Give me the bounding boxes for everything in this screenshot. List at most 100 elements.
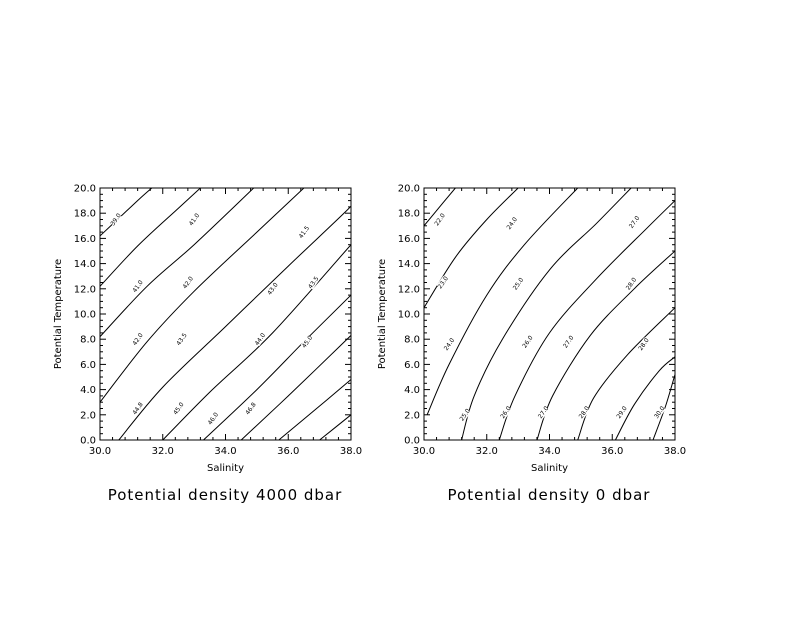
x-tick-label: 30.0: [89, 446, 111, 457]
contour-label-background: [244, 401, 257, 416]
contour-line: [278, 379, 351, 440]
contour-label-background: [436, 275, 450, 290]
contour-label-background: [521, 334, 534, 349]
contour-line: [240, 335, 351, 440]
y-axis-title: Potential Temperature: [53, 259, 64, 369]
contour-label: 23.0: [437, 275, 451, 290]
contour-label-background: [131, 332, 144, 347]
x-tick-label: 38.0: [340, 446, 362, 457]
y-tick-label: 8.0: [404, 335, 420, 346]
contour-line: [461, 188, 632, 440]
contour-label: 45.0: [301, 334, 315, 349]
contour-label-background: [266, 281, 279, 296]
contour-label-background: [187, 212, 201, 227]
y-tick-label: 0.0: [80, 436, 96, 447]
contour-label: 46.8: [244, 401, 258, 416]
contour-line: [100, 188, 153, 237]
contour-line: [577, 307, 675, 440]
contour-line: [614, 356, 675, 440]
contour-line: [424, 188, 456, 227]
panel-right: 30.0 32.0 34.0 36.0 38.0 0.0 2.0 4.0 6.0 8.0 10.0 1…: [377, 184, 686, 505]
y-tick-label: 4.0: [404, 385, 420, 396]
x-axis-title: Salinity: [207, 463, 244, 474]
contour-label: 42.0: [131, 332, 145, 347]
contour-line: [100, 188, 201, 287]
contour-label: 43.5: [175, 332, 189, 347]
contour-label-background: [175, 332, 188, 347]
contour-line: [100, 188, 305, 403]
contour-label: 41.5: [298, 225, 312, 240]
contour-label: 45.0: [172, 401, 186, 416]
contour-label: 46.0: [207, 411, 221, 426]
y-tick-label: 8.0: [80, 335, 96, 346]
y-tick-label: 2.0: [404, 410, 420, 421]
contour-lines: [424, 188, 675, 440]
y-tick-label: 14.0: [398, 259, 420, 270]
contour-line: [118, 202, 351, 440]
contour-label-background: [627, 215, 641, 229]
y-tick-label: 14.0: [74, 259, 96, 270]
contour-line: [319, 414, 351, 440]
contour-label: 30.0: [653, 405, 667, 420]
contour-label-background: [297, 225, 311, 240]
panel-left: 30.0 32.0 34.0 36.0 38.0 0.0 2.0 4.0 6.0 8.0 10.0 1…: [53, 184, 362, 505]
contour-label: 22.0: [433, 212, 447, 227]
contour-label-background: [300, 334, 314, 349]
contour-label-background: [577, 405, 591, 420]
y-tick-label: 18.0: [398, 209, 420, 220]
contour-label-background: [109, 212, 122, 227]
contour-line: [162, 244, 351, 440]
contour-label: 41.0: [131, 279, 145, 294]
y-tick-label: 6.0: [404, 360, 420, 371]
contour-label: 24.0: [443, 337, 457, 352]
contour-label-background: [307, 275, 320, 290]
contour-label: 28.0: [625, 276, 639, 291]
contour-label-background: [562, 334, 575, 349]
contour-label-background: [442, 337, 456, 352]
contour-label-background: [615, 405, 628, 420]
contour-labels: 39.0 41.0 41.5 41.0 42.0 43.0 43.5 42.0 43.5 44.0…: [109, 212, 321, 426]
contour-label: 39.0: [109, 212, 123, 227]
contour-label-background: [181, 275, 195, 290]
x-tick-label: 30.0: [413, 446, 435, 457]
y-axis-title: Potential Temperature: [377, 259, 388, 369]
contour-label-background: [536, 405, 550, 420]
y-tick-label: 10.0: [74, 310, 96, 321]
contour-label-background: [206, 411, 220, 426]
x-tick-label: 34.0: [538, 446, 560, 457]
contour-line: [424, 188, 519, 308]
x-axis-title: Salinity: [531, 463, 568, 474]
contour-line: [426, 188, 579, 416]
contour-line: [100, 188, 255, 338]
y-tick-label: 16.0: [398, 234, 420, 245]
contour-label: 43.0: [266, 281, 280, 296]
y-tick-label: 4.0: [80, 385, 96, 396]
contour-label: 43.5: [307, 275, 321, 290]
contour-label: 27.0: [628, 215, 642, 230]
x-tick-label: 36.0: [601, 446, 623, 457]
contour-label-background: [511, 276, 525, 291]
contour-label: 25.0: [512, 276, 526, 291]
contour-label-background: [131, 279, 144, 294]
contour-label: 27.0: [562, 334, 576, 349]
y-tick-label: 12.0: [74, 284, 96, 295]
y-tick-label: 2.0: [80, 410, 96, 421]
x-tick-label: 34.0: [214, 446, 236, 457]
contour-label: 42.0: [182, 275, 196, 290]
contour-label: 27.0: [537, 405, 551, 420]
y-tick-label: 20.0: [398, 184, 420, 195]
panel-caption: Potential density 0 dbar: [448, 486, 651, 504]
y-tick-label: 18.0: [74, 209, 96, 220]
x-tick-label: 38.0: [664, 446, 686, 457]
y-tick-label: 20.0: [74, 184, 96, 195]
contour-label-background: [624, 276, 638, 291]
contour-line: [652, 374, 675, 440]
contour-label: 44.8: [131, 401, 145, 416]
y-tick-label: 16.0: [74, 234, 96, 245]
y-tick-label: 12.0: [398, 284, 420, 295]
y-tick-label: 10.0: [398, 310, 420, 321]
contour-label: 24.0: [506, 216, 520, 231]
contour-label: 26.0: [521, 334, 535, 349]
